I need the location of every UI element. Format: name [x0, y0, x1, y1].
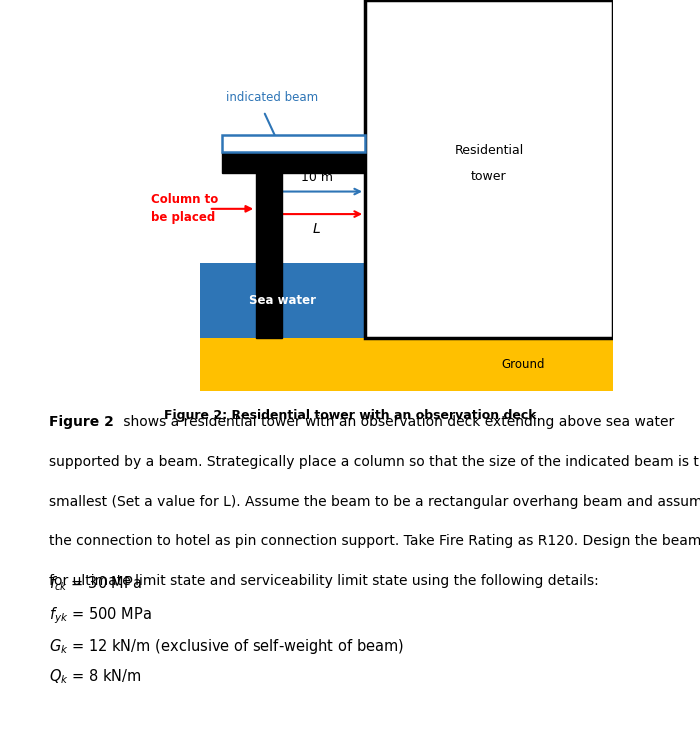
Text: Sea water: Sea water: [249, 294, 316, 307]
Bar: [256, 172, 282, 338]
Text: the connection to hotel as pin connection support. Take Fire Rating as R120. Des: the connection to hotel as pin connectio…: [49, 534, 700, 548]
Bar: [223, 152, 365, 172]
Text: $f_{ck}$ = 30 MPa: $f_{ck}$ = 30 MPa: [49, 574, 142, 593]
Text: tower: tower: [471, 170, 507, 183]
Text: Residential: Residential: [454, 144, 524, 157]
Text: $Q_k$ = 8 kN/m: $Q_k$ = 8 kN/m: [49, 668, 141, 686]
Text: supported by a beam. Strategically place a column so that the size of the indica: supported by a beam. Strategically place…: [49, 455, 700, 469]
Text: 10 m: 10 m: [301, 171, 333, 184]
Text: $f_{yk}$ = 500 MPa: $f_{yk}$ = 500 MPa: [49, 605, 152, 626]
Text: Figure 2: Figure 2: [49, 415, 119, 429]
Bar: [199, 338, 613, 391]
Bar: [199, 263, 365, 338]
Text: be placed: be placed: [151, 212, 215, 224]
Bar: [223, 135, 365, 152]
Text: L: L: [313, 222, 321, 236]
Bar: [365, 0, 613, 338]
Text: indicated beam: indicated beam: [226, 91, 318, 104]
Text: Figure 2: Residential tower with an observation deck: Figure 2: Residential tower with an obse…: [164, 409, 536, 422]
Text: Column to: Column to: [151, 192, 218, 206]
Text: Ground: Ground: [501, 358, 545, 371]
Text: smallest (Set a value for L). Assume the beam to be a rectangular overhang beam : smallest (Set a value for L). Assume the…: [49, 495, 700, 509]
Text: shows a residential tower with an observation deck extending above sea water: shows a residential tower with an observ…: [119, 415, 674, 429]
Text: $G_k$ = 12 kN/m (exclusive of self-weight of beam): $G_k$ = 12 kN/m (exclusive of self-weigh…: [49, 637, 404, 655]
Text: for ultimate limit state and serviceability limit state using the following deta: for ultimate limit state and serviceabil…: [49, 574, 598, 588]
